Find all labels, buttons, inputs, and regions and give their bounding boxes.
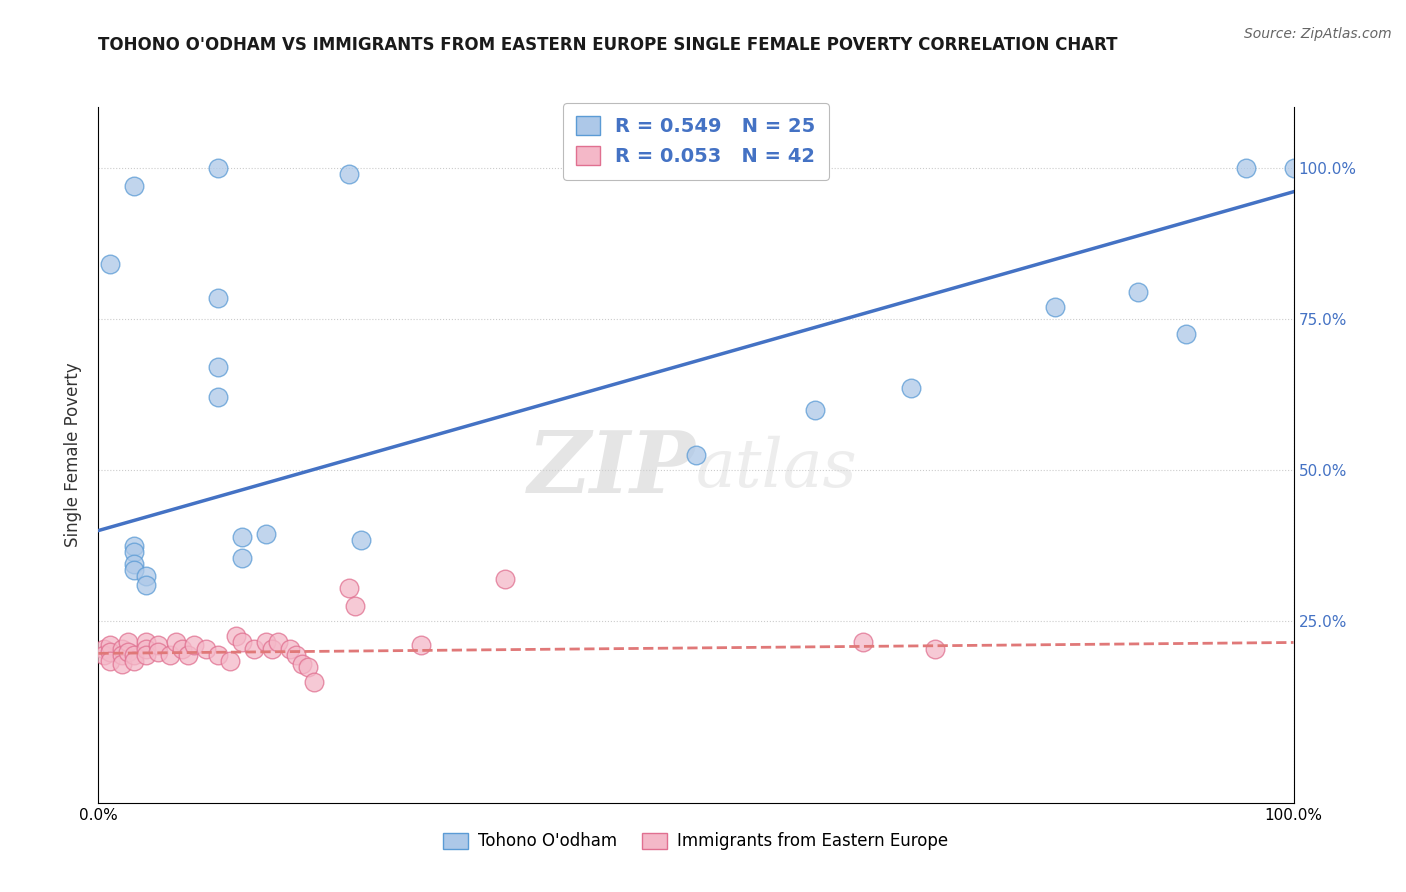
Point (1282, 161, 1305, 175)
Point (1128, 285, 1150, 299)
Point (231, 550, 253, 565)
Point (124, 557, 146, 571)
Point (111, 648, 134, 662)
Point (1175, 326, 1198, 341)
Point (900, 381, 922, 395)
Point (267, 635, 290, 649)
Point (117, 635, 139, 649)
Point (177, 648, 200, 662)
Point (852, 635, 875, 649)
Point (124, 563, 146, 577)
Point (111, 641, 134, 656)
Point (231, 635, 253, 649)
Point (172, 641, 194, 656)
Point (135, 635, 157, 649)
Point (195, 641, 218, 656)
Text: atlas: atlas (696, 436, 858, 501)
Point (254, 526, 277, 541)
Point (124, 545, 146, 559)
Text: TOHONO O'ODHAM VS IMMIGRANTS FROM EASTERN EUROPE SINGLE FEMALE POVERTY CORRELATI: TOHONO O'ODHAM VS IMMIGRANTS FROM EASTER… (98, 36, 1118, 54)
Point (411, 639, 433, 653)
Point (124, 539, 146, 553)
Text: ZIP: ZIP (529, 427, 696, 510)
Point (284, 648, 307, 662)
Point (1234, 161, 1257, 175)
Point (339, 167, 361, 181)
Legend: Tohono O'odham, Immigrants from Eastern Europe: Tohono O'odham, Immigrants from Eastern … (437, 826, 955, 857)
Point (93, 641, 115, 656)
Point (98, 639, 122, 653)
Point (98, 654, 122, 668)
Point (225, 629, 247, 643)
Point (135, 578, 157, 592)
Point (111, 657, 134, 671)
Point (291, 657, 314, 671)
Point (159, 648, 181, 662)
Point (302, 674, 325, 689)
Point (207, 291, 229, 305)
Point (278, 641, 301, 656)
Text: Source: ZipAtlas.com: Source: ZipAtlas.com (1244, 27, 1392, 41)
Point (924, 641, 946, 656)
Point (148, 639, 170, 653)
Point (148, 644, 170, 658)
Point (231, 530, 253, 544)
Point (124, 178, 146, 193)
Point (339, 581, 361, 595)
Point (183, 639, 205, 653)
Point (494, 572, 516, 586)
Point (685, 448, 707, 462)
Point (165, 635, 187, 649)
Point (207, 648, 229, 662)
Point (344, 599, 367, 614)
Point (135, 648, 157, 662)
Point (135, 569, 157, 583)
Point (207, 161, 229, 175)
Y-axis label: Single Female Poverty: Single Female Poverty (65, 363, 83, 547)
Point (1043, 300, 1066, 314)
Point (219, 654, 242, 668)
Point (117, 644, 139, 658)
Point (254, 635, 277, 649)
Point (297, 659, 319, 673)
Point (207, 360, 229, 375)
Point (98, 644, 122, 658)
Point (243, 641, 266, 656)
Point (93, 648, 115, 662)
Point (350, 533, 373, 547)
Point (804, 402, 827, 417)
Point (124, 648, 146, 662)
Point (124, 654, 146, 668)
Point (207, 391, 229, 405)
Point (135, 641, 157, 656)
Point (98, 257, 122, 271)
Point (260, 641, 283, 656)
